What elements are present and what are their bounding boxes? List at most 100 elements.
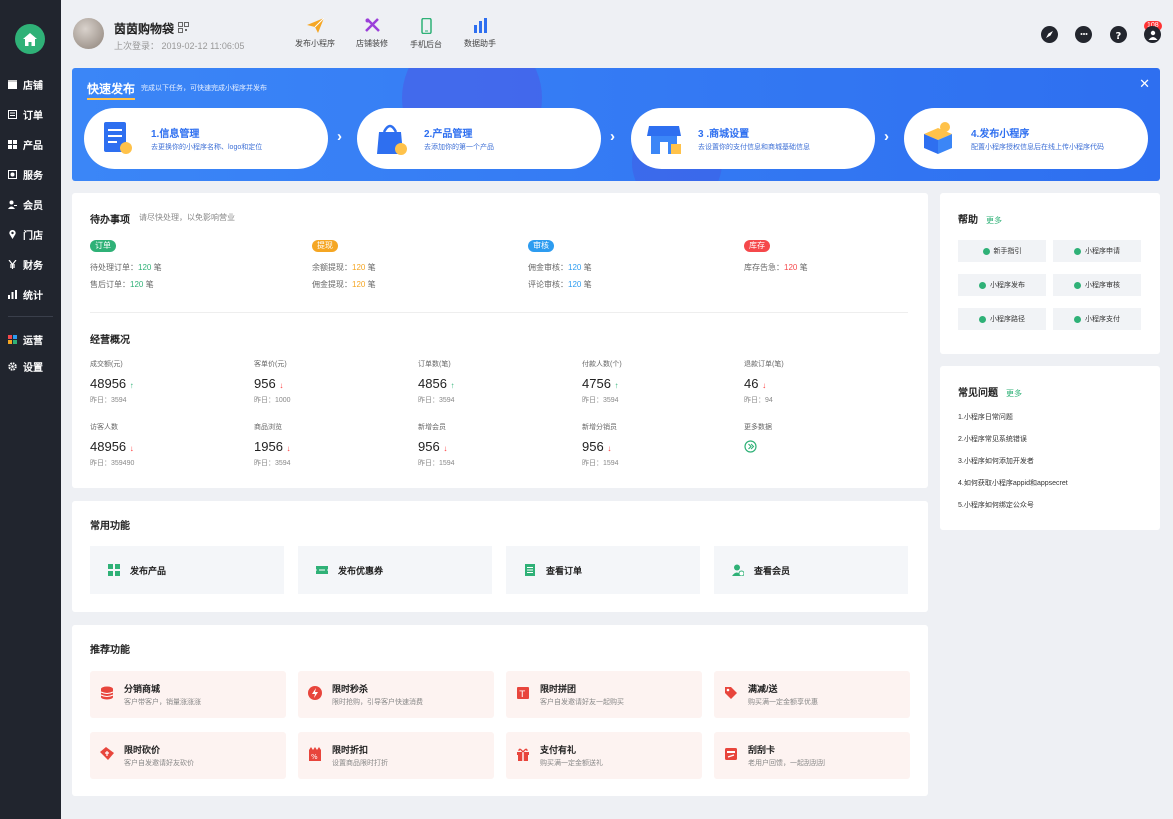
order-icon xyxy=(8,109,17,119)
rec-time-discount[interactable]: % 限时折扣 设置商品限时打折 xyxy=(298,732,494,779)
stat-yesterday: 昨日：1594 xyxy=(418,460,455,467)
sidebar-item-orders[interactable]: 订单 xyxy=(0,103,61,125)
compass-icon xyxy=(1046,31,1053,38)
sidebar-item-operations[interactable]: 运营 xyxy=(0,328,61,350)
rec-bargain[interactable]: 限时砍价 客户自发邀请好友砍价 xyxy=(90,732,286,779)
step-info-management[interactable]: 1.信息管理 去更换你的小程序名称、logo和定位 xyxy=(84,108,328,169)
sidebar-item-services[interactable]: 服务 xyxy=(0,163,61,185)
step-product-management[interactable]: 2.产品管理 去添加你的第一个产品 xyxy=(357,108,601,169)
step-publish-miniprogram[interactable]: 4.发布小程序 配置小程序授权信息后在线上传小程序代码 xyxy=(904,108,1148,169)
top-bar: 茵茵购物袋 上次登录： 2019-02-12 11:06:05 发布小程序 店铺… xyxy=(61,0,1173,68)
func-label: 发布优惠券 xyxy=(338,565,384,576)
step-mall-settings[interactable]: 3 .商城设置 去设置你的支付信息和商城基础信息 xyxy=(631,108,875,169)
rec-distribution-mall[interactable]: 分销商城 客户带客户，销量涨涨涨 xyxy=(90,671,286,718)
toolbar-store-decoration[interactable]: 店铺装修 xyxy=(342,18,402,49)
todo-commission-audit[interactable]: 佣金审核：120 笔 xyxy=(528,262,592,273)
arrow-up-icon: ↑ xyxy=(450,381,455,390)
help-more-link[interactable]: 更多 xyxy=(986,216,1002,225)
view-orders-button[interactable]: 查看订单 xyxy=(506,546,700,594)
yen-icon xyxy=(8,259,17,269)
publish-coupon-button[interactable]: 发布优惠券 xyxy=(298,546,492,594)
todo-review-audit[interactable]: 评论审核：120 笔 xyxy=(528,279,592,290)
todo-stock-alert[interactable]: 库存告急：120 笔 xyxy=(744,262,808,273)
todo-commission-withdraw[interactable]: 佣金提现：120 笔 xyxy=(312,279,376,290)
help-card: 帮助 更多 新手指引 小程序申请 小程序发布 小程序审核 小程序路径 小程序支付 xyxy=(940,193,1160,354)
help-button[interactable]: ? xyxy=(1110,26,1127,43)
todo-label: 佣金提现： xyxy=(312,280,352,289)
todo-label: 评论审核： xyxy=(528,280,568,289)
help-newbie-guide[interactable]: 新手指引 xyxy=(958,240,1046,262)
step-desc: 去更换你的小程序名称、logo和定位 xyxy=(151,144,263,151)
rec-payment-gift[interactable]: 支付有礼 购买满一定金额送礼 xyxy=(506,732,702,779)
compass-button[interactable] xyxy=(1041,26,1058,43)
faq-item[interactable]: 3.小程序如何添加开发者 xyxy=(958,458,1034,465)
stat-yesterday: 昨日：3594 xyxy=(418,397,455,404)
more-data-arrow-icon[interactable] xyxy=(744,440,757,453)
scratch-card-icon xyxy=(725,748,737,760)
avatar[interactable] xyxy=(73,18,104,49)
toolbar-label: 手机后台 xyxy=(410,40,442,49)
sidebar-item-statistics[interactable]: 统计 xyxy=(0,283,61,305)
help-miniprogram-audit[interactable]: 小程序审核 xyxy=(1053,274,1141,296)
sidebar-item-products[interactable]: 产品 xyxy=(0,133,61,155)
help-miniprogram-publish[interactable]: 小程序发布 xyxy=(958,274,1046,296)
user-icon xyxy=(1148,30,1157,40)
toolbar-mobile-backend[interactable]: 手机后台 xyxy=(396,18,456,50)
todo-aftersale-orders[interactable]: 售后订单：120 笔 xyxy=(90,279,154,290)
rec-discount-gift[interactable]: 满减/送 购买满一定金额享优惠 xyxy=(714,671,910,718)
rec-desc: 客户自发邀请好友一起购买 xyxy=(540,699,624,706)
rec-scratch-card[interactable]: 刮刮卡 老用户回馈，一起刮刮刮 xyxy=(714,732,910,779)
todo-value: 120 xyxy=(352,263,366,272)
stat-label: 客单价(元) xyxy=(254,361,287,368)
grid-icon xyxy=(108,564,120,576)
qr-code-icon[interactable] xyxy=(178,22,189,33)
step-desc: 配置小程序授权信息后在线上传小程序代码 xyxy=(971,144,1104,151)
help-label: 新手指引 xyxy=(993,248,1022,255)
todo-balance-withdraw[interactable]: 余额提现：120 笔 xyxy=(312,262,376,273)
message-button[interactable] xyxy=(1075,26,1092,43)
banner-subtitle: 完成以下任务，可快速完成小程序并发布 xyxy=(141,85,267,92)
stat-value: 4756 ↑ xyxy=(582,376,619,391)
faq-item[interactable]: 4.如何获取小程序appid和appsecret xyxy=(958,480,1068,487)
shopping-bag-icon xyxy=(377,124,407,155)
view-members-button[interactable]: 查看会员 xyxy=(714,546,908,594)
faq-item[interactable]: 2.小程序常见系统错误 xyxy=(958,436,1027,443)
user-button[interactable] xyxy=(1144,26,1161,43)
group-buy-icon: T xyxy=(517,687,529,700)
sidebar-item-store[interactable]: 店铺 xyxy=(0,73,61,95)
faq-item[interactable]: 5.小程序如何绑定公众号 xyxy=(958,502,1034,509)
help-miniprogram-apply[interactable]: 小程序申请 xyxy=(1053,240,1141,262)
close-icon[interactable]: ✕ xyxy=(1139,76,1150,91)
rec-flash-sale[interactable]: 限时秒杀 限时抢购，引导客户快速消费 xyxy=(298,671,494,718)
sidebar-item-stores[interactable]: 门店 xyxy=(0,223,61,245)
sidebar-item-finance[interactable]: 财务 xyxy=(0,253,61,275)
publish-product-button[interactable]: 发布产品 xyxy=(90,546,284,594)
rec-group-buy[interactable]: T 限时拼团 客户自发邀请好友一起购买 xyxy=(506,671,702,718)
todo-title: 待办事项 xyxy=(90,215,130,226)
toolbar-data-assistant[interactable]: 数据助手 xyxy=(450,18,510,49)
chevron-right-icon: › xyxy=(337,128,342,145)
arrow-up-icon: ↑ xyxy=(129,381,134,390)
help-miniprogram-path[interactable]: 小程序路径 xyxy=(958,308,1046,330)
member-icon xyxy=(8,200,17,209)
stat-value: 46 ↓ xyxy=(744,376,766,391)
sidebar-item-members[interactable]: 会员 xyxy=(0,193,61,215)
arrow-up-icon: ↑ xyxy=(614,381,619,390)
help-dot-icon xyxy=(979,315,986,323)
more-data-label: 更多数据 xyxy=(744,424,772,431)
step-title: 2.产品管理 xyxy=(424,129,473,140)
help-miniprogram-pay[interactable]: 小程序支付 xyxy=(1053,308,1141,330)
tools-icon xyxy=(364,18,380,32)
sidebar-item-settings[interactable]: 设置 xyxy=(0,355,61,377)
rec-desc: 老用户回馈，一起刮刮刮 xyxy=(748,760,825,767)
todo-pending-orders[interactable]: 待处理订单：120 笔 xyxy=(90,262,162,273)
faq-item[interactable]: 1.小程序日常问题 xyxy=(958,414,1013,421)
stat-value: 956 ↓ xyxy=(582,439,611,454)
toolbar-label: 发布小程序 xyxy=(295,39,335,48)
faq-card: 常见问题 更多 1.小程序日常问题 2.小程序常见系统错误 3.小程序如何添加开发… xyxy=(940,366,1160,530)
toolbar-publish-miniprogram[interactable]: 发布小程序 xyxy=(285,18,345,49)
faq-more-link[interactable]: 更多 xyxy=(1006,389,1022,398)
todo-unit: 笔 xyxy=(151,263,162,272)
home-button[interactable] xyxy=(15,24,45,54)
todo-value: 120 xyxy=(130,280,144,289)
